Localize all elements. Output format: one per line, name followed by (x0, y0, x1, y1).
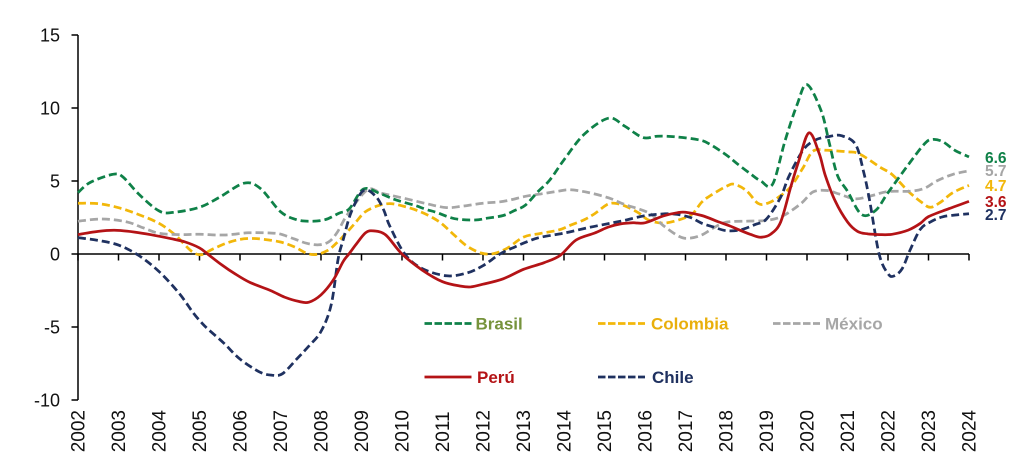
svg-text:Chile: Chile (652, 368, 694, 387)
svg-text:2008: 2008 (312, 410, 333, 452)
svg-text:2007: 2007 (271, 410, 292, 452)
svg-text:2003: 2003 (109, 410, 130, 452)
svg-text:Brasil: Brasil (476, 314, 523, 333)
svg-text:5.7: 5.7 (985, 163, 1007, 180)
svg-text:2019: 2019 (757, 410, 778, 452)
svg-text:2018: 2018 (717, 410, 738, 452)
svg-text:2020: 2020 (798, 410, 819, 452)
svg-text:2009: 2009 (352, 410, 373, 452)
svg-text:2011: 2011 (433, 411, 454, 452)
svg-text:2002: 2002 (69, 410, 90, 452)
svg-text:2010: 2010 (393, 410, 414, 452)
svg-text:-5: -5 (44, 318, 60, 338)
svg-text:2022: 2022 (879, 410, 900, 452)
svg-text:15: 15 (40, 26, 60, 46)
svg-text:México: México (825, 314, 883, 333)
svg-text:4.7: 4.7 (985, 178, 1007, 195)
svg-text:2016: 2016 (636, 410, 657, 452)
svg-text:2013: 2013 (514, 410, 535, 452)
svg-text:2.7: 2.7 (985, 207, 1007, 224)
svg-text:-10: -10 (34, 391, 60, 411)
svg-text:0: 0 (50, 245, 60, 265)
svg-text:5: 5 (50, 172, 60, 192)
svg-text:2023: 2023 (919, 410, 940, 452)
svg-text:2017: 2017 (676, 410, 697, 452)
svg-text:2004: 2004 (150, 410, 171, 452)
svg-text:3.6: 3.6 (985, 194, 1007, 211)
svg-text:2006: 2006 (231, 410, 252, 452)
svg-text:2024: 2024 (960, 410, 981, 452)
svg-text:2021: 2021 (838, 410, 859, 452)
svg-text:10: 10 (40, 99, 60, 119)
svg-text:2005: 2005 (190, 410, 211, 452)
svg-text:6.6: 6.6 (985, 150, 1007, 167)
svg-text:Perú: Perú (477, 368, 515, 387)
svg-text:2012: 2012 (474, 410, 495, 452)
svg-text:2014: 2014 (555, 410, 576, 452)
svg-text:2015: 2015 (595, 410, 616, 452)
svg-text:Colombia: Colombia (651, 314, 729, 333)
